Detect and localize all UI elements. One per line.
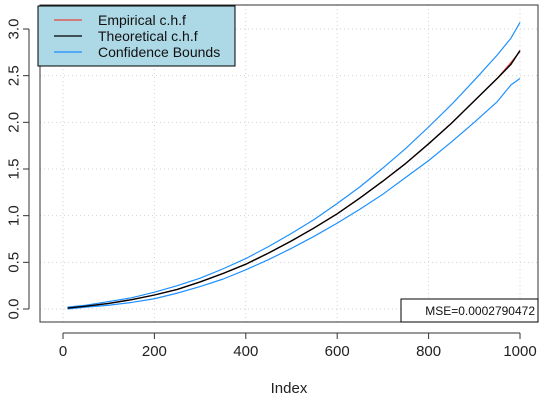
x-tick-label-3: 600: [325, 343, 350, 360]
y-tick-label-2: 1.0: [6, 205, 23, 226]
axes: 0 200 400 600 800 1000 0.0 0.5 1.0 1.5 2.0 2.5 3.0: [6, 19, 537, 360]
mse-annotation: MSE=0.0002790472: [400, 298, 539, 323]
mse-box: [400, 298, 539, 323]
mse-text: MSE=0.0002790472: [425, 304, 535, 318]
series-line-lower-confidence-bound: [67, 77, 521, 310]
plot-frame: [39, 4, 539, 323]
series-lines: [67, 22, 521, 310]
series-line-theoretical-c-h-f: [67, 50, 521, 309]
x-axis-label: Index: [271, 380, 308, 397]
y-tick-label-4: 2.0: [6, 112, 23, 133]
series-line-confidence-bounds: [67, 22, 521, 308]
y-tick-label-5: 2.5: [6, 65, 23, 86]
x-tick-label-4: 800: [416, 343, 441, 360]
x-tick-label-1: 200: [142, 343, 167, 360]
legend-entry-empirical: Empirical c.h.f: [98, 12, 186, 28]
y-tick-label-3: 1.5: [6, 159, 23, 180]
x-tick-label-0: 0: [59, 343, 67, 360]
y-tick-label-1: 0.5: [6, 252, 23, 273]
legend-entry-theoretical: Theoretical c.h.f: [98, 28, 198, 44]
legend-entry-confidence: Confidence Bounds: [98, 44, 220, 60]
legend: Empirical c.h.f Theoretical c.h.f Confid…: [37, 5, 236, 67]
x-tick-label-5: 1000: [503, 343, 536, 360]
y-tick-label-6: 3.0: [6, 19, 23, 40]
x-tick-label-2: 400: [233, 343, 258, 360]
y-tick-label-0: 0.0: [6, 299, 23, 320]
